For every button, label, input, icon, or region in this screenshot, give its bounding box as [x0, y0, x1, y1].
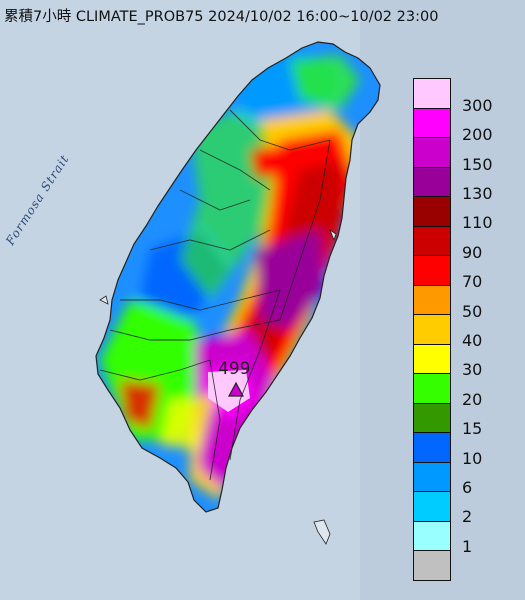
rainfall-legend [413, 78, 451, 581]
legend-swatch [413, 196, 451, 226]
county-boundaries [99, 109, 331, 481]
legend-swatch [413, 373, 451, 403]
legend-swatch [413, 78, 451, 108]
legend-swatch [413, 343, 451, 373]
legend-swatch [413, 461, 451, 491]
legend-swatch [413, 284, 451, 314]
legend-swatch [413, 550, 451, 581]
islands [99, 228, 337, 545]
legend-swatch [413, 402, 451, 432]
legend-swatch [413, 225, 451, 255]
max-rainfall-value: 499 [218, 359, 251, 379]
legend-swatch [413, 166, 451, 196]
legend-swatch [413, 491, 451, 521]
map-title: 累積7小時 CLIMATE_PROB75 2024/10/02 16:00~10… [4, 9, 439, 25]
legend-swatch [413, 255, 451, 285]
legend-swatch [413, 137, 451, 167]
legend-swatch [413, 107, 451, 137]
legend-swatch [413, 432, 451, 462]
legend-swatch [413, 314, 451, 344]
max-rainfall-triangle-icon [227, 381, 245, 397]
legend-swatch [413, 520, 451, 550]
